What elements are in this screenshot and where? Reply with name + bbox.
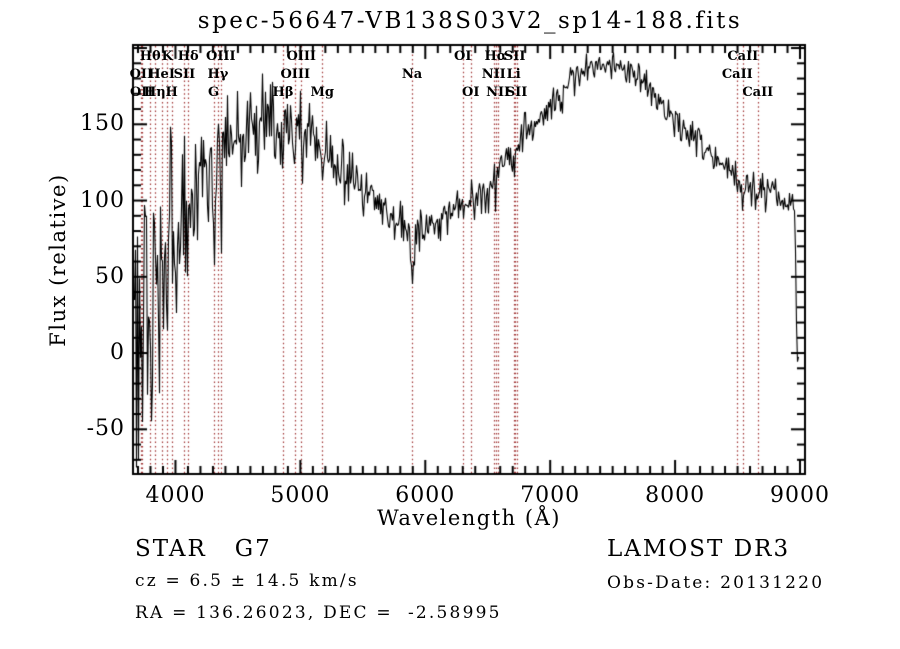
spectral-line-label: OII	[129, 67, 154, 82]
spectral-line-label: CaII	[727, 49, 759, 64]
x-tick-label: 5000	[270, 483, 331, 508]
survey-release-text: LAMOST DR3	[607, 536, 791, 562]
spectral-line-label: Hα	[484, 49, 507, 64]
classification-text: STAR G7	[135, 536, 272, 562]
figure-title: spec-56647-VB138S03V2_sp14-188.fits	[197, 8, 743, 34]
spectral-line-label: Hθ	[139, 49, 161, 64]
spectral-line-label: NII	[486, 85, 511, 100]
x-tick-label: 6000	[395, 483, 456, 508]
spectral-line-label: CaII	[742, 85, 774, 100]
ra-dec-text: RA = 136.26023, DEC = -2.58995	[135, 603, 502, 623]
x-tick-label: 8000	[645, 483, 706, 508]
spectral-line-label: HeI	[148, 67, 175, 82]
spectral-line-label: K	[161, 49, 173, 64]
y-tick-label: 100	[80, 187, 125, 213]
spectral-line-label: OI	[462, 85, 480, 100]
spectral-line-label: OIII	[286, 49, 317, 64]
obs-date-text: Obs-Date: 20131220	[607, 573, 825, 593]
spectral-line-label: G	[208, 85, 220, 100]
spectral-line-label: OII	[129, 85, 154, 100]
spectral-line-label: OI	[454, 49, 472, 64]
y-tick-label: -50	[86, 416, 125, 442]
spectral-line-label: Hδ	[177, 49, 199, 64]
spectral-line-label: OIII	[280, 67, 311, 82]
y-axis-title: Flux (relative)	[46, 173, 70, 347]
spectral-line-label: Mg	[310, 85, 334, 100]
spectral-line-label: SII	[503, 49, 526, 64]
spectral-line-label: Li	[506, 67, 521, 82]
spectral-line-label: OIII	[206, 49, 236, 64]
y-tick-label: 150	[80, 111, 125, 137]
spectral-line-label: H	[165, 85, 178, 100]
spectral-line-label: Hβ	[272, 85, 294, 100]
spectral-line-label: Hη	[143, 85, 166, 100]
cz-text: cz = 6.5 ± 14.5 km/s	[135, 571, 359, 591]
x-tick-label: 9000	[770, 483, 830, 508]
x-tick-label: 4000	[145, 483, 206, 508]
x-axis-title: Wavelength (Å)	[377, 506, 561, 530]
spectral-line-label: CaII	[721, 67, 753, 82]
y-tick-label: 0	[110, 340, 125, 366]
spectral-line-label: SII	[505, 85, 528, 100]
x-tick-label: 7000	[520, 483, 581, 508]
spectral-line-label: SII	[173, 67, 196, 82]
spectral-line-label: NII	[481, 67, 506, 82]
y-tick-label: 50	[95, 263, 125, 289]
spectral-line-label: Hγ	[207, 67, 229, 82]
spectral-line-label: Na	[401, 67, 423, 82]
